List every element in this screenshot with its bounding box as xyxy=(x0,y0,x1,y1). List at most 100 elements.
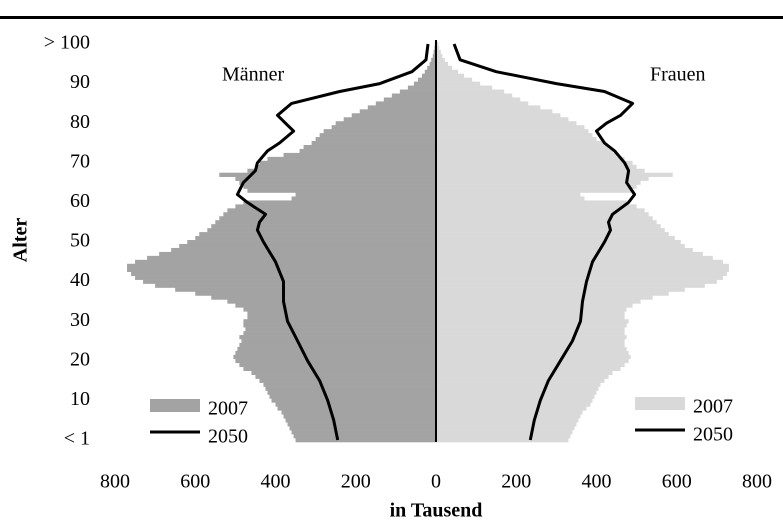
bar xyxy=(436,164,637,170)
bar xyxy=(187,240,436,245)
bar xyxy=(399,89,436,94)
bar xyxy=(293,434,436,439)
bar xyxy=(413,81,436,86)
bar xyxy=(436,133,593,138)
bar xyxy=(263,382,436,387)
bar xyxy=(269,394,436,399)
bar xyxy=(243,331,436,336)
bar xyxy=(436,117,569,122)
bar xyxy=(275,402,436,407)
bar xyxy=(436,212,649,217)
bar xyxy=(436,350,629,356)
bar xyxy=(299,148,436,154)
bar xyxy=(436,362,625,368)
bar xyxy=(436,152,617,158)
bar xyxy=(436,148,613,154)
legend-swatch xyxy=(635,397,685,410)
bar xyxy=(285,418,436,423)
bar xyxy=(436,346,627,352)
bar xyxy=(287,422,436,427)
bar xyxy=(271,398,436,403)
bar xyxy=(207,228,436,233)
bar xyxy=(436,315,625,320)
bar xyxy=(436,216,653,221)
legend-label: 2050 xyxy=(693,424,733,446)
bar xyxy=(135,275,436,280)
x-tick-label: 200 xyxy=(341,471,371,493)
bar xyxy=(427,65,436,71)
bar xyxy=(436,406,587,411)
bar xyxy=(436,354,631,360)
bar xyxy=(335,121,436,126)
bar xyxy=(436,69,459,74)
x-tick-label: 200 xyxy=(501,471,531,493)
bar xyxy=(127,267,436,272)
bar xyxy=(436,335,627,340)
bar xyxy=(247,168,436,173)
bar xyxy=(436,42,439,47)
bar xyxy=(259,378,436,383)
bar xyxy=(211,295,436,300)
bar xyxy=(436,398,593,403)
bar xyxy=(277,406,436,411)
bar xyxy=(239,342,436,348)
bar xyxy=(436,85,493,90)
bar xyxy=(283,152,436,158)
bar xyxy=(255,164,436,170)
x-tick-label: 800 xyxy=(742,471,772,493)
bar xyxy=(436,323,627,328)
bars xyxy=(127,42,729,443)
bar xyxy=(295,438,436,443)
x-tick-label: 600 xyxy=(662,471,692,493)
bar xyxy=(375,101,436,106)
y-tick-label: > 100 xyxy=(44,32,90,54)
y-axis-title: Alter xyxy=(10,218,32,263)
bar xyxy=(436,228,665,233)
bar xyxy=(436,141,605,146)
bar xyxy=(436,65,453,71)
bar xyxy=(179,243,436,249)
y-tick-label: 50 xyxy=(70,230,90,252)
bar xyxy=(227,208,436,213)
bar xyxy=(215,220,436,225)
bar xyxy=(436,113,561,118)
bar xyxy=(175,287,436,292)
bar xyxy=(436,200,629,205)
bar xyxy=(245,327,436,332)
bar xyxy=(436,188,633,193)
bar xyxy=(235,303,436,308)
bar xyxy=(436,121,577,126)
line-2050 xyxy=(452,43,637,441)
bar xyxy=(436,422,577,427)
bar xyxy=(243,184,436,189)
bar xyxy=(235,176,436,181)
bar xyxy=(436,45,440,51)
bar xyxy=(436,243,685,249)
bar xyxy=(436,307,627,312)
bar xyxy=(343,117,436,122)
bar xyxy=(243,319,436,324)
bar xyxy=(131,271,437,276)
bar xyxy=(436,144,609,150)
bar xyxy=(436,180,641,185)
bar xyxy=(436,434,571,439)
bar xyxy=(127,263,436,269)
bar xyxy=(436,105,541,110)
bar xyxy=(315,137,436,142)
group-label: Frauen xyxy=(650,64,706,86)
bar xyxy=(424,69,436,74)
bar xyxy=(436,418,579,423)
bar xyxy=(436,402,591,407)
bar xyxy=(155,283,436,288)
y-tick-label: 20 xyxy=(70,348,90,370)
bar xyxy=(436,251,703,257)
bar xyxy=(436,390,597,395)
bar xyxy=(436,414,581,419)
bar xyxy=(436,255,713,261)
bar xyxy=(135,259,436,265)
bar xyxy=(241,339,436,344)
bar xyxy=(436,438,569,443)
bar xyxy=(436,89,505,94)
bar xyxy=(436,49,441,55)
bar xyxy=(303,144,436,150)
